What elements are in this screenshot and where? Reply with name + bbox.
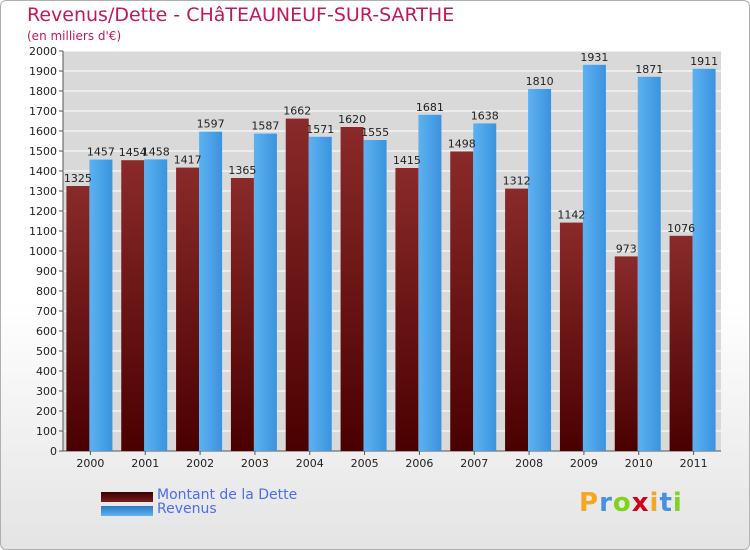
bar-dette xyxy=(285,118,309,451)
logo-letter: x xyxy=(631,488,650,518)
data-label-dette: 1325 xyxy=(64,172,92,185)
logo-letter: P xyxy=(579,488,600,518)
bar-revenus xyxy=(473,123,497,452)
data-label-dette: 1417 xyxy=(174,154,202,167)
y-tick-label: 600 xyxy=(36,325,57,338)
logo-letter: t xyxy=(659,488,673,518)
y-tick-label: 1500 xyxy=(29,145,57,158)
x-tick-label: 2000 xyxy=(76,457,104,470)
y-tick-label: 300 xyxy=(36,385,57,398)
data-label-revenus: 1681 xyxy=(416,101,444,114)
y-tick-label: 500 xyxy=(36,345,57,358)
legend-swatch-revenus xyxy=(101,506,153,516)
y-tick-label: 800 xyxy=(36,285,57,298)
data-label-dette: 1498 xyxy=(448,137,476,150)
bar-dette xyxy=(395,168,419,451)
x-tick-label: 2003 xyxy=(241,457,269,470)
y-tick-label: 400 xyxy=(36,365,57,378)
bar-revenus xyxy=(418,114,442,452)
data-label-revenus: 1931 xyxy=(580,51,608,64)
y-tick-label: 1600 xyxy=(29,125,57,138)
bar-dette xyxy=(340,127,364,451)
y-tick-label: 1700 xyxy=(29,105,57,118)
legend-swatch-dette xyxy=(101,492,153,502)
y-tick-label: 1400 xyxy=(29,165,57,178)
data-label-revenus: 1638 xyxy=(471,109,499,122)
y-tick-label: 1300 xyxy=(29,185,57,198)
x-tick-label: 2004 xyxy=(296,457,324,470)
x-tick-label: 2009 xyxy=(570,457,598,470)
logo-letter: o xyxy=(612,488,632,518)
bar-dette xyxy=(559,222,583,451)
x-tick-label: 2006 xyxy=(405,457,433,470)
chart-title: Revenus/Dette - CHâTEAUNEUF-SUR-SARTHE xyxy=(27,4,455,26)
bar-revenus xyxy=(308,136,332,452)
bar-revenus xyxy=(89,159,113,451)
logo-letter: i xyxy=(649,488,660,518)
x-tick-label: 2005 xyxy=(351,457,379,470)
bar-dette xyxy=(121,160,145,451)
bar-revenus xyxy=(637,76,661,452)
data-label-dette: 1415 xyxy=(393,154,421,167)
y-tick-label: 2000 xyxy=(29,45,57,58)
y-tick-label: 100 xyxy=(36,425,57,438)
bar-revenus xyxy=(528,89,552,451)
y-tick-label: 1200 xyxy=(29,205,57,218)
y-tick-label: 900 xyxy=(36,265,57,278)
y-tick-label: 700 xyxy=(36,305,57,318)
data-label-revenus: 1911 xyxy=(690,55,718,68)
bar-revenus xyxy=(253,133,277,451)
bar-revenus xyxy=(692,68,716,452)
bar-revenus xyxy=(582,64,606,452)
bar-dette xyxy=(450,151,474,451)
data-label-dette: 1662 xyxy=(283,105,311,118)
data-label-revenus: 1457 xyxy=(87,146,115,159)
y-tick-label: 200 xyxy=(36,405,57,418)
y-tick-label: 1100 xyxy=(29,225,57,238)
x-tick-label: 2007 xyxy=(460,457,488,470)
data-label-dette: 1076 xyxy=(667,222,695,235)
proxiti-logo: Proxiti xyxy=(579,488,683,518)
legend-label-dette: Montant de la Dette xyxy=(157,487,298,503)
data-label-revenus: 1555 xyxy=(361,126,389,139)
y-tick-label: 1800 xyxy=(29,85,57,98)
chart-subtitle: (en milliers d'€) xyxy=(27,29,122,43)
x-tick-label: 2001 xyxy=(131,457,159,470)
x-tick-label: 2002 xyxy=(186,457,214,470)
data-label-revenus: 1597 xyxy=(197,118,225,131)
data-label-revenus: 1571 xyxy=(306,123,334,136)
data-label-revenus: 1810 xyxy=(526,75,554,88)
bar-revenus xyxy=(144,159,168,451)
data-label-dette: 1454 xyxy=(119,146,147,159)
data-label-dette: 1142 xyxy=(557,209,585,222)
data-label-revenus: 1871 xyxy=(635,63,663,76)
data-label-dette: 1312 xyxy=(503,175,531,188)
x-tick-label: 2011 xyxy=(680,457,708,470)
y-tick-label: 0 xyxy=(50,445,57,458)
x-tick-label: 2008 xyxy=(515,457,543,470)
data-label-revenus: 1587 xyxy=(251,120,279,133)
bar-dette xyxy=(66,186,90,451)
bar-dette xyxy=(176,167,200,451)
logo-letter: i xyxy=(672,488,683,518)
data-label-dette: 1365 xyxy=(228,164,256,177)
x-tick-label: 2010 xyxy=(625,457,653,470)
y-tick-label: 1900 xyxy=(29,65,57,78)
bar-revenus xyxy=(199,131,223,451)
data-label-dette: 1620 xyxy=(338,113,366,126)
y-tick-label: 1000 xyxy=(29,245,57,258)
bar-revenus xyxy=(363,140,387,451)
bar-dette xyxy=(669,235,693,451)
bar-dette xyxy=(230,178,254,451)
bar-dette xyxy=(614,256,638,451)
data-label-revenus: 1458 xyxy=(142,145,170,158)
bar-dette xyxy=(505,188,529,451)
legend-label-revenus: Revenus xyxy=(157,501,217,517)
logo-letter: r xyxy=(599,488,613,518)
data-label-dette: 973 xyxy=(616,242,637,255)
